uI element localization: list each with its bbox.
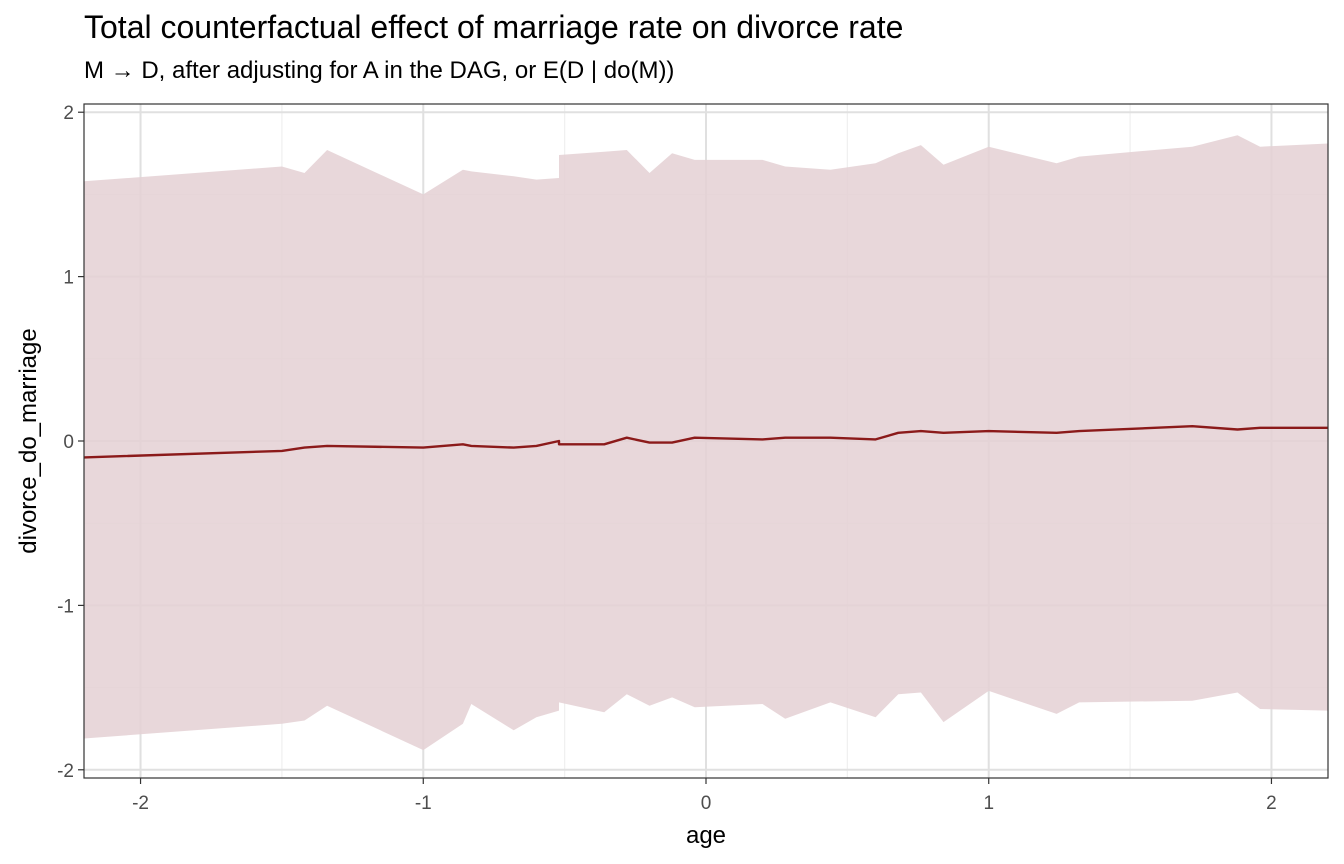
x-tick-label: 2 <box>1266 793 1277 814</box>
x-tick-label: -2 <box>132 793 149 814</box>
ribbon-layer <box>84 135 1328 751</box>
y-tick-label: 2 <box>63 103 74 124</box>
mean-effect-line <box>83 425 1328 459</box>
line-layer <box>83 425 1328 459</box>
y-axis-title: divorce_do_marriage <box>15 328 42 553</box>
chart-subtitle: M → D, after adjusting for A in the DAG,… <box>84 57 675 84</box>
y-tick-label: 0 <box>63 432 74 453</box>
y-tick-label: 1 <box>63 268 74 289</box>
x-tick-label: 0 <box>701 793 712 814</box>
x-tick-label: -1 <box>415 793 432 814</box>
x-axis: -2 -1 0 1 2 <box>132 778 1277 814</box>
y-tick-label: -2 <box>57 761 74 782</box>
x-axis-title: age <box>686 822 726 849</box>
y-tick-label: -1 <box>57 596 74 617</box>
chart-title: Total counterfactual effect of marriage … <box>84 9 904 45</box>
y-axis: -2 -1 0 1 2 <box>57 103 84 782</box>
credible-interval-ribbon <box>84 135 1328 751</box>
x-tick-label: 1 <box>983 793 994 814</box>
